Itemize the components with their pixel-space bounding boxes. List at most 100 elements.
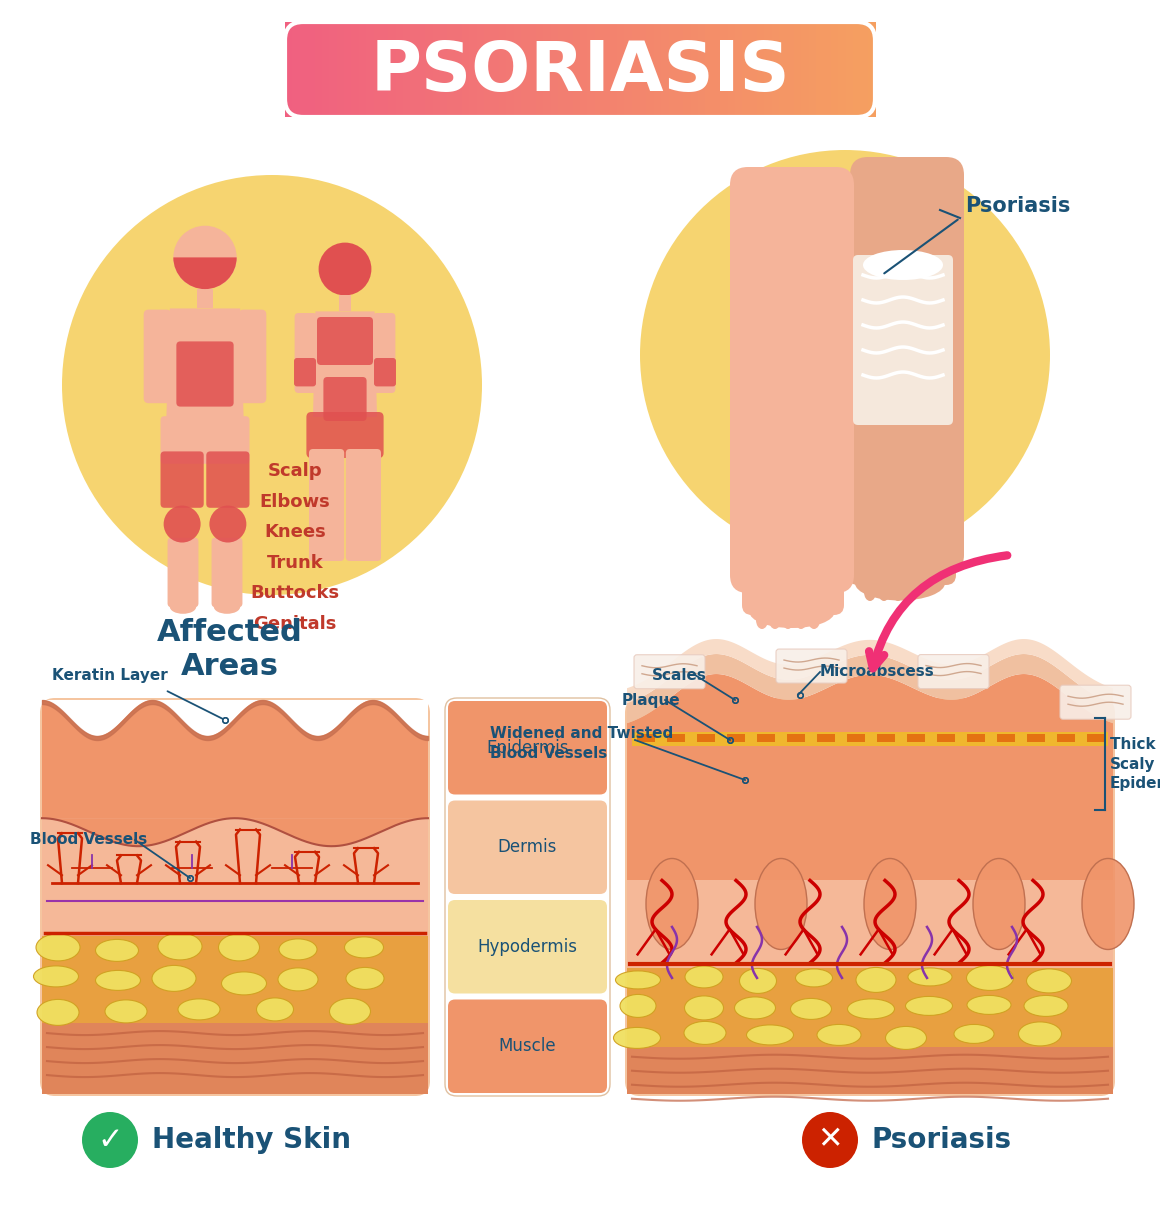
Ellipse shape	[795, 611, 807, 630]
Ellipse shape	[863, 250, 943, 280]
FancyBboxPatch shape	[211, 537, 242, 608]
FancyBboxPatch shape	[635, 655, 705, 689]
Bar	[536, 22, 544, 116]
Bar	[367, 22, 375, 116]
Bar	[358, 22, 367, 116]
Polygon shape	[166, 308, 244, 420]
Ellipse shape	[37, 1000, 79, 1025]
Bar	[528, 22, 537, 116]
Bar	[676, 22, 684, 116]
Bar	[345, 22, 353, 116]
Bar	[580, 22, 588, 116]
Bar	[573, 22, 581, 116]
Bar	[868, 22, 876, 116]
Bar	[637, 734, 655, 742]
FancyBboxPatch shape	[448, 1000, 607, 1093]
Bar	[514, 22, 522, 116]
Bar	[846, 22, 854, 116]
Circle shape	[82, 1112, 138, 1168]
Bar	[587, 22, 596, 116]
Bar	[1087, 734, 1105, 742]
Bar	[380, 22, 390, 116]
FancyBboxPatch shape	[445, 697, 610, 1097]
FancyBboxPatch shape	[309, 449, 345, 560]
Ellipse shape	[1024, 996, 1068, 1016]
Bar	[462, 22, 470, 116]
Text: Psoriasis: Psoriasis	[872, 1126, 1013, 1154]
Bar	[42, 819, 428, 939]
Ellipse shape	[966, 966, 1014, 991]
Bar	[624, 22, 632, 116]
Ellipse shape	[892, 583, 904, 600]
Ellipse shape	[856, 968, 896, 992]
Text: Hypodermis: Hypodermis	[478, 938, 578, 956]
Bar	[543, 22, 551, 116]
Bar	[861, 22, 869, 116]
Bar	[690, 22, 699, 116]
Bar	[749, 22, 757, 116]
Ellipse shape	[769, 611, 781, 630]
Bar	[506, 22, 515, 116]
Ellipse shape	[782, 611, 793, 630]
Text: Muscle: Muscle	[499, 1037, 557, 1055]
Bar	[712, 22, 722, 116]
FancyBboxPatch shape	[730, 167, 854, 593]
Bar	[996, 734, 1015, 742]
Ellipse shape	[954, 1025, 994, 1043]
Bar	[336, 22, 345, 116]
Ellipse shape	[684, 1021, 726, 1044]
Polygon shape	[628, 674, 1112, 730]
Bar	[1027, 734, 1045, 742]
Bar	[307, 22, 316, 116]
Ellipse shape	[1082, 859, 1134, 950]
Bar	[602, 22, 610, 116]
Ellipse shape	[95, 970, 140, 990]
Circle shape	[319, 243, 371, 296]
Circle shape	[173, 226, 237, 289]
FancyBboxPatch shape	[448, 701, 607, 795]
Bar	[551, 22, 559, 116]
Bar	[321, 22, 331, 116]
FancyBboxPatch shape	[1060, 685, 1131, 719]
Bar	[786, 22, 795, 116]
Bar	[628, 1047, 1112, 1094]
Circle shape	[61, 175, 483, 596]
Bar	[802, 22, 810, 116]
Ellipse shape	[906, 583, 918, 600]
Bar	[668, 22, 677, 116]
Ellipse shape	[1027, 969, 1072, 993]
Bar	[780, 22, 788, 116]
Ellipse shape	[218, 934, 260, 961]
Bar	[595, 22, 603, 116]
Ellipse shape	[177, 998, 220, 1020]
Circle shape	[802, 1112, 858, 1168]
FancyBboxPatch shape	[144, 309, 172, 403]
Ellipse shape	[1018, 1021, 1061, 1046]
Bar	[771, 22, 781, 116]
Bar	[764, 22, 773, 116]
FancyBboxPatch shape	[160, 451, 204, 508]
Ellipse shape	[345, 936, 384, 958]
FancyBboxPatch shape	[374, 313, 396, 393]
Ellipse shape	[756, 611, 768, 630]
Ellipse shape	[222, 972, 267, 995]
Bar	[565, 22, 574, 116]
Ellipse shape	[848, 1000, 894, 1019]
FancyBboxPatch shape	[206, 451, 249, 508]
Ellipse shape	[619, 995, 657, 1018]
Bar	[477, 22, 485, 116]
Bar	[1057, 734, 1075, 742]
Polygon shape	[285, 101, 300, 116]
Ellipse shape	[686, 966, 723, 987]
Wedge shape	[173, 257, 237, 289]
Ellipse shape	[967, 996, 1012, 1014]
Ellipse shape	[158, 933, 202, 959]
Bar	[470, 22, 478, 116]
Ellipse shape	[106, 1000, 147, 1023]
Bar	[831, 22, 839, 116]
Polygon shape	[313, 312, 377, 417]
FancyBboxPatch shape	[317, 317, 374, 365]
Bar	[628, 866, 1112, 881]
Bar	[632, 731, 1108, 746]
Ellipse shape	[864, 583, 876, 600]
